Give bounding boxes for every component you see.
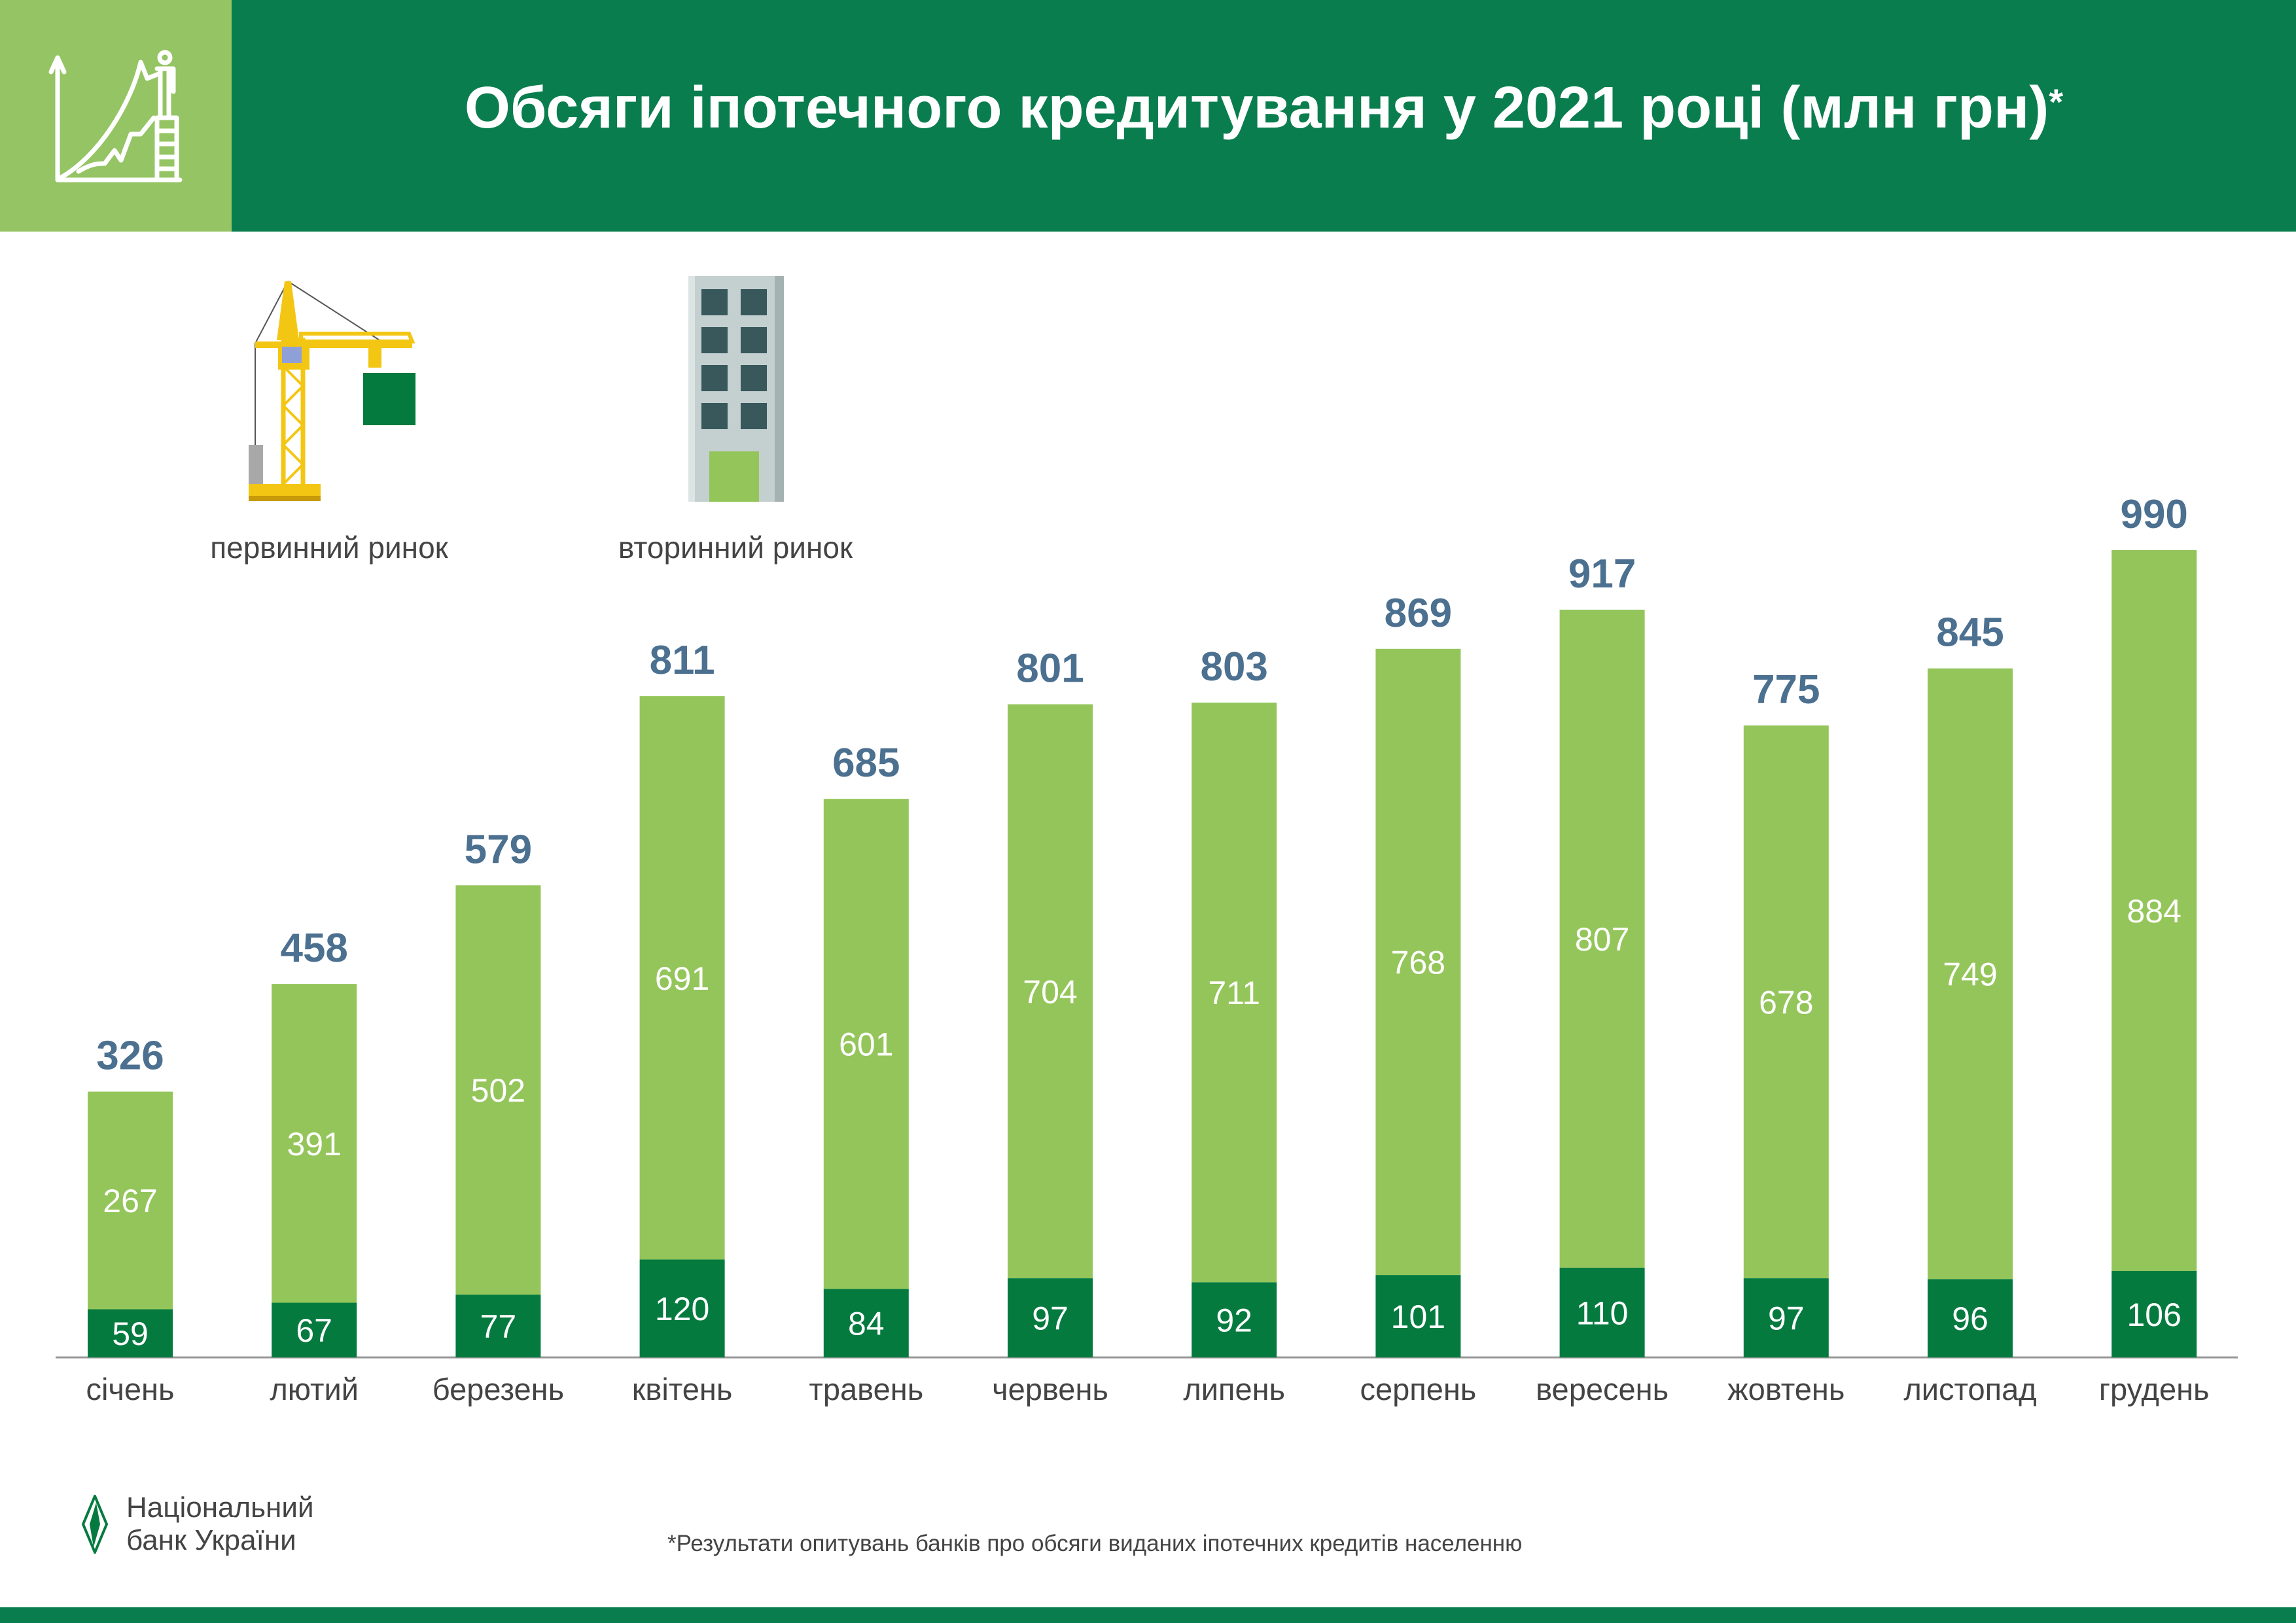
growth-chart-icon [0, 0, 232, 232]
x-tick-label: вересень [1536, 1372, 1669, 1406]
bar-secondary-вересень [1559, 609, 1645, 1268]
total-label: 845 [1936, 610, 2004, 655]
total-label: 326 [96, 1034, 164, 1079]
bar-primary-березень [455, 1295, 541, 1357]
data-label-primary: 96 [1952, 1300, 1988, 1337]
data-label-primary: 97 [1032, 1300, 1069, 1337]
data-label-primary: 77 [480, 1308, 517, 1345]
bar-primary-січень [88, 1309, 173, 1357]
header: Обсяги іпотечного кредитування у 2021 ро… [0, 0, 2296, 232]
bar-primary-листопад [1928, 1279, 2013, 1357]
bar-primary-жовтень [1743, 1278, 1829, 1357]
bar-secondary-листопад [1928, 668, 2013, 1280]
footnote: *Результати опитувань банків про обсяги … [667, 1531, 1523, 1556]
total-label: 685 [832, 741, 900, 786]
data-label-secondary: 601 [839, 1026, 893, 1063]
x-tick-label: жовтень [1727, 1372, 1845, 1406]
legend-label-primary: первинний ринок [210, 531, 448, 565]
total-label: 869 [1385, 591, 1452, 636]
bar-secondary-липень [1192, 703, 1277, 1283]
bar-primary-грудень [2111, 1270, 2197, 1357]
data-label-secondary: 391 [287, 1126, 341, 1162]
building-icon [688, 276, 784, 502]
nbu-logo: Національний банк України [80, 1492, 314, 1557]
x-tick-label: березень [433, 1372, 564, 1406]
total-label: 917 [1568, 551, 1636, 597]
bar-secondary-грудень [2111, 550, 2197, 1271]
bar-primary-серпень [1375, 1275, 1461, 1357]
title-text: Обсяги іпотечного кредитування у 2021 ро… [464, 75, 2049, 141]
crane-icon [239, 275, 435, 504]
bar-secondary-серпень [1375, 648, 1461, 1276]
total-label: 990 [2120, 492, 2187, 537]
x-tick-label: серпень [1360, 1372, 1476, 1406]
legend-label-secondary: вторинний ринок [618, 531, 853, 565]
data-label-secondary: 704 [1023, 973, 1077, 1010]
x-tick-label: грудень [2099, 1372, 2210, 1406]
bar-primary-вересень [1559, 1267, 1645, 1357]
data-label-secondary: 749 [1943, 956, 1997, 993]
bar-primary-квітень [639, 1259, 725, 1357]
bottom-bar [0, 1607, 2296, 1623]
bar-primary-лютий [272, 1302, 357, 1357]
data-label-primary: 84 [848, 1306, 885, 1342]
x-tick-label: січень [86, 1372, 174, 1406]
bar-primary-липень [1192, 1282, 1277, 1357]
bar-secondary-січень [88, 1091, 173, 1310]
logo-line-2: банк України [126, 1524, 296, 1556]
data-label-secondary: 711 [1208, 975, 1260, 1011]
bar-primary-червень [1008, 1278, 1093, 1357]
x-tick-label: червень [992, 1372, 1108, 1406]
data-label-primary: 59 [112, 1316, 149, 1352]
x-tick-label: листопад [1903, 1372, 2036, 1406]
data-label-secondary: 691 [655, 960, 709, 997]
nbu-logo-icon [81, 1495, 109, 1554]
data-label-primary: 120 [655, 1291, 709, 1327]
bar-secondary-лютий [272, 984, 357, 1303]
title-footnote-mark: * [2049, 80, 2064, 122]
data-label-primary: 110 [1576, 1295, 1629, 1331]
logo-line-1: Національний [126, 1492, 314, 1524]
total-label: 775 [1752, 667, 1820, 712]
data-label-primary: 101 [1391, 1299, 1445, 1335]
total-label: 811 [650, 638, 715, 683]
data-label-secondary: 807 [1575, 921, 1629, 958]
x-tick-label: квітень [632, 1372, 733, 1406]
data-label-primary: 67 [296, 1312, 332, 1349]
data-label-primary: 92 [1216, 1302, 1252, 1339]
total-label: 458 [280, 926, 347, 971]
total-label: 803 [1200, 644, 1267, 689]
x-tick-label: травень [809, 1372, 923, 1406]
x-tick-label: лютий [270, 1372, 359, 1406]
bar-secondary-березень [455, 885, 541, 1295]
total-label: 579 [465, 827, 532, 872]
x-tick-label: липень [1183, 1372, 1285, 1406]
data-label-secondary: 768 [1391, 944, 1445, 981]
stacked-bar-chart: 267 59 326 січень 391 67 458 лютий 502 77 579 берез… [56, 492, 2238, 1406]
data-label-secondary: 502 [471, 1072, 525, 1109]
bar-secondary-квітень [639, 696, 725, 1260]
total-label: 801 [1016, 646, 1084, 691]
data-label-secondary: 678 [1759, 985, 1813, 1021]
bar-secondary-червень [1008, 704, 1093, 1279]
page-title: Обсяги іпотечного кредитування у 2021 ро… [232, 0, 2296, 216]
bar-primary-травень [823, 1289, 909, 1357]
data-label-secondary: 267 [103, 1183, 157, 1219]
bar-secondary-жовтень [1743, 725, 1829, 1279]
bar-secondary-травень [823, 799, 909, 1289]
data-label-primary: 106 [2127, 1297, 2181, 1333]
data-label-secondary: 884 [2127, 893, 2181, 930]
data-label-primary: 97 [1768, 1300, 1805, 1337]
